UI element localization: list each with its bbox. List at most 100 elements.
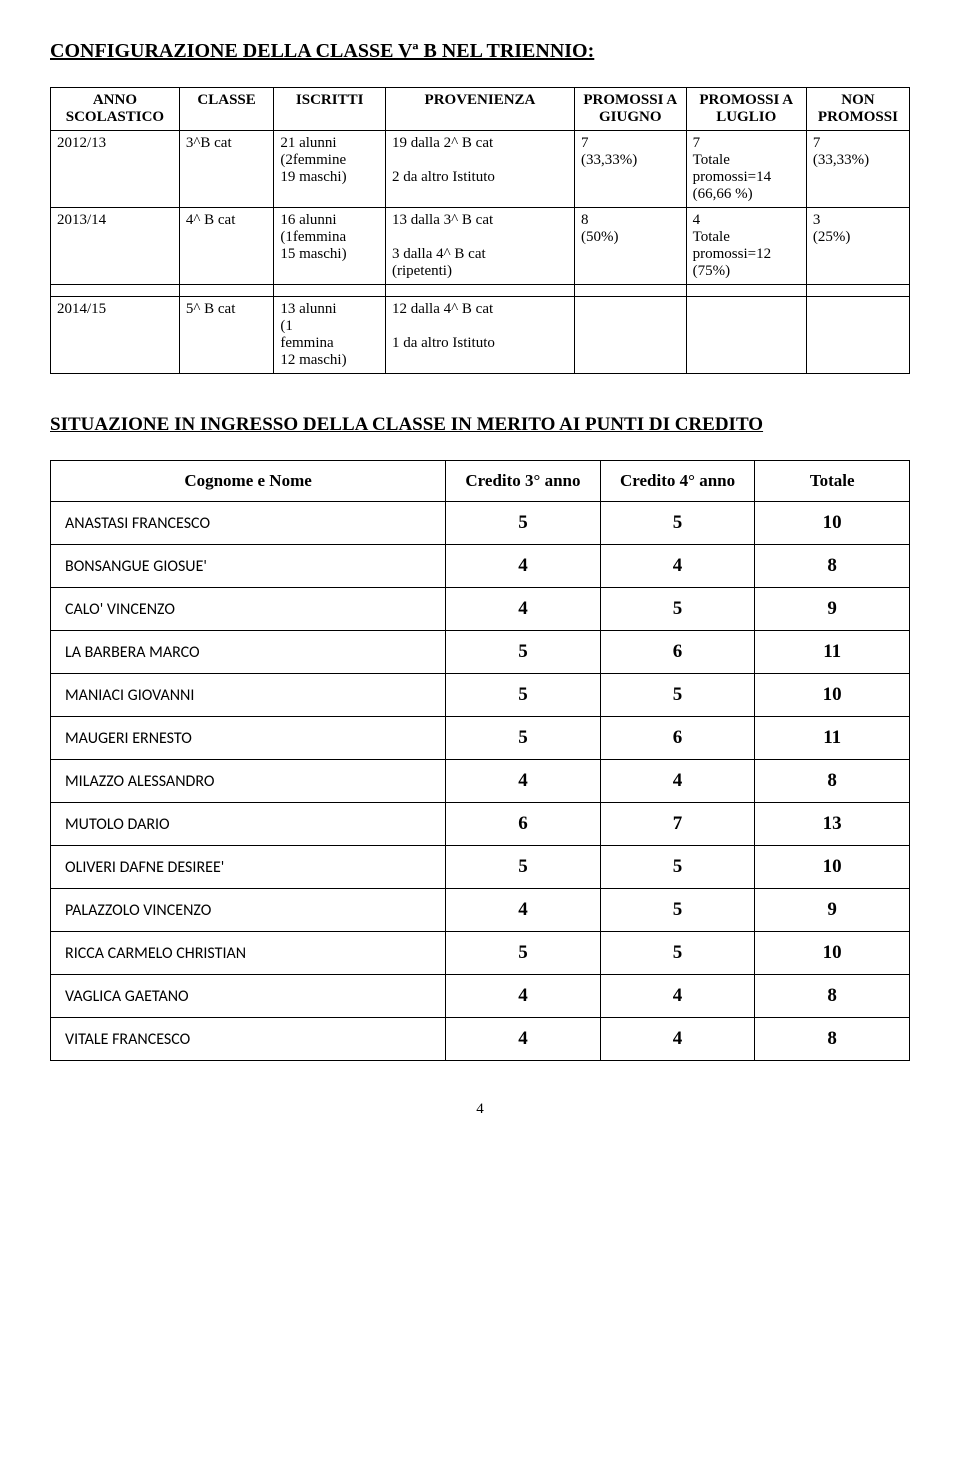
table2-body: ANASTASI FRANCESCO5510BONSANGUE GIOSUE'4… [51, 502, 910, 1061]
table-row: MILAZZO ALESSANDRO448 [51, 760, 910, 803]
num-cell: 8 [755, 760, 910, 803]
separator-cell [806, 285, 909, 297]
th-classe: CLASSE [179, 88, 273, 131]
num-cell: 11 [755, 631, 910, 674]
table-cell: 4 Totale promossi=12 (75%) [686, 208, 806, 285]
table1-head: ANNO SCOLASTICO CLASSE ISCRITTI PROVENIE… [51, 88, 910, 131]
table-row: VITALE FRANCESCO448 [51, 1018, 910, 1061]
credit-table: Cognome e Nome Credito 3° anno Credito 4… [50, 460, 910, 1061]
table-cell: 2014/15 [51, 297, 180, 374]
num-cell: 6 [446, 803, 601, 846]
num-cell: 11 [755, 717, 910, 760]
th-non: NON PROMOSSI [806, 88, 909, 131]
table-row: MAUGERI ERNESTO5611 [51, 717, 910, 760]
table-cell: 7 Totale promossi=14 (66,66 %) [686, 131, 806, 208]
num-cell: 7 [600, 803, 755, 846]
table-cell: 7 (33,33%) [574, 131, 686, 208]
table-row: MUTOLO DARIO6713 [51, 803, 910, 846]
table-row: OLIVERI DAFNE DESIREE'5510 [51, 846, 910, 889]
separator-cell [179, 285, 273, 297]
table-cell: 13 dalla 3^ B cat 3 dalla 4^ B cat (ripe… [385, 208, 574, 285]
table-cell: 19 dalla 2^ B cat 2 da altro Istituto [385, 131, 574, 208]
name-cell: MUTOLO DARIO [51, 803, 446, 846]
table-cell: 7 (33,33%) [806, 131, 909, 208]
table-row: 2014/155^ B cat13 alunni (1 femmina 12 m… [51, 297, 910, 374]
section2-title: SITUAZIONE IN INGRESSO DELLA CLASSE IN M… [50, 414, 910, 436]
table-cell: 12 dalla 4^ B cat 1 da altro Istituto [385, 297, 574, 374]
table-row: CALO' VINCENZO459 [51, 588, 910, 631]
table-row: 2013/144^ B cat16 alunni (1femmina 15 ma… [51, 208, 910, 285]
table-cell: 13 alunni (1 femmina 12 maschi) [274, 297, 386, 374]
num-cell: 5 [446, 631, 601, 674]
table-cell: 2012/13 [51, 131, 180, 208]
num-cell: 8 [755, 545, 910, 588]
num-cell: 5 [600, 674, 755, 717]
th-giugno: PROMOSSI A GIUGNO [574, 88, 686, 131]
th-c4: Credito 4° anno [600, 461, 755, 502]
table-row: 2012/133^B cat21 alunni (2femmine 19 mas… [51, 131, 910, 208]
num-cell: 10 [755, 932, 910, 975]
name-cell: CALO' VINCENZO [51, 588, 446, 631]
name-cell: BONSANGUE GIOSUE' [51, 545, 446, 588]
table-cell: 2013/14 [51, 208, 180, 285]
table-row: VAGLICA GAETANO448 [51, 975, 910, 1018]
table-row: LA BARBERA MARCO5611 [51, 631, 910, 674]
name-cell: MANIACI GIOVANNI [51, 674, 446, 717]
name-cell: VAGLICA GAETANO [51, 975, 446, 1018]
num-cell: 9 [755, 889, 910, 932]
name-cell: VITALE FRANCESCO [51, 1018, 446, 1061]
th-anno: ANNO SCOLASTICO [51, 88, 180, 131]
separator-cell [385, 285, 574, 297]
table-cell [806, 297, 909, 374]
separator-cell [574, 285, 686, 297]
th-iscritti: ISCRITTI [274, 88, 386, 131]
num-cell: 13 [755, 803, 910, 846]
separator-cell [686, 285, 806, 297]
num-cell: 8 [755, 975, 910, 1018]
th-c3: Credito 3° anno [446, 461, 601, 502]
th-prov: PROVENIENZA [385, 88, 574, 131]
table-cell: 21 alunni (2femmine 19 maschi) [274, 131, 386, 208]
table-cell: 8 (50%) [574, 208, 686, 285]
num-cell: 4 [446, 1018, 601, 1061]
num-cell: 5 [446, 932, 601, 975]
name-cell: RICCA CARMELO CHRISTIAN [51, 932, 446, 975]
separator-cell [274, 285, 386, 297]
table-row: RICCA CARMELO CHRISTIAN5510 [51, 932, 910, 975]
table1-body: 2012/133^B cat21 alunni (2femmine 19 mas… [51, 131, 910, 374]
page-number: 4 [50, 1101, 910, 1118]
num-cell: 4 [446, 545, 601, 588]
num-cell: 5 [600, 932, 755, 975]
th-luglio: PROMOSSI A LUGLIO [686, 88, 806, 131]
num-cell: 4 [446, 588, 601, 631]
table-cell: 3 (25%) [806, 208, 909, 285]
table-cell: 16 alunni (1femmina 15 maschi) [274, 208, 386, 285]
num-cell: 8 [755, 1018, 910, 1061]
num-cell: 4 [600, 760, 755, 803]
num-cell: 4 [600, 1018, 755, 1061]
config-table: ANNO SCOLASTICO CLASSE ISCRITTI PROVENIE… [50, 87, 910, 374]
num-cell: 6 [600, 631, 755, 674]
table-cell [574, 297, 686, 374]
num-cell: 4 [600, 545, 755, 588]
num-cell: 10 [755, 502, 910, 545]
page-title: CONFIGURAZIONE DELLA CLASSE Vª B NEL TRI… [50, 40, 910, 63]
table-row: BONSANGUE GIOSUE'448 [51, 545, 910, 588]
name-cell: OLIVERI DAFNE DESIREE' [51, 846, 446, 889]
table-row: PALAZZOLO VINCENZO459 [51, 889, 910, 932]
num-cell: 4 [600, 975, 755, 1018]
num-cell: 5 [446, 502, 601, 545]
th-name: Cognome e Nome [51, 461, 446, 502]
num-cell: 5 [600, 588, 755, 631]
num-cell: 10 [755, 674, 910, 717]
num-cell: 6 [600, 717, 755, 760]
num-cell: 4 [446, 975, 601, 1018]
name-cell: ANASTASI FRANCESCO [51, 502, 446, 545]
table-cell [686, 297, 806, 374]
num-cell: 4 [446, 889, 601, 932]
num-cell: 5 [600, 846, 755, 889]
num-cell: 4 [446, 760, 601, 803]
table-row: ANASTASI FRANCESCO5510 [51, 502, 910, 545]
name-cell: LA BARBERA MARCO [51, 631, 446, 674]
separator-row [51, 285, 910, 297]
